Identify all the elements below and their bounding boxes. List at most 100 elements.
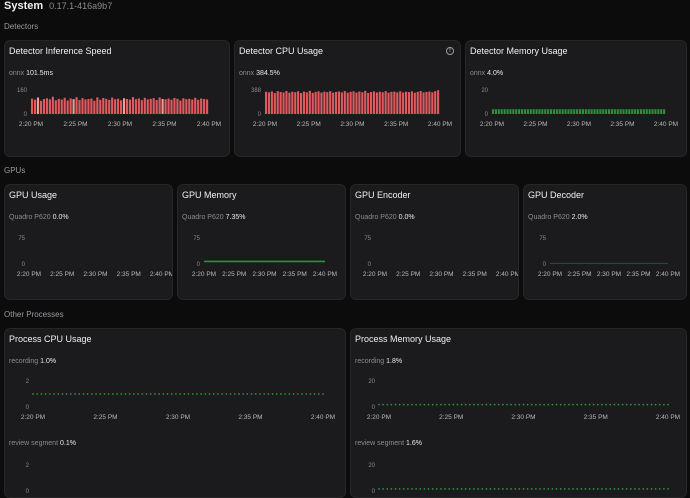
data-bar [523, 109, 526, 114]
data-bar [311, 92, 314, 114]
data-point [654, 488, 657, 490]
data-bar [78, 100, 81, 114]
data-point [191, 393, 194, 395]
data-bar [538, 109, 541, 114]
data-point [238, 393, 240, 395]
data-point [179, 393, 182, 395]
data-bar [48, 99, 51, 114]
data-point [473, 403, 475, 406]
data-bar [206, 99, 209, 114]
data-point [481, 488, 484, 490]
data-point [580, 488, 583, 490]
data-point [301, 393, 303, 395]
y-tick-label: 0 [372, 405, 376, 411]
data-bar [593, 109, 596, 114]
data-bar [532, 109, 535, 114]
info-icon[interactable]: ! [446, 47, 454, 55]
data-point [493, 488, 496, 490]
series-value: 0.1% [59, 440, 76, 447]
data-bar [622, 109, 625, 114]
data-point [621, 403, 624, 406]
data-point [609, 403, 612, 406]
data-bar [419, 90, 422, 114]
data-bar [111, 97, 114, 114]
data-point [208, 393, 211, 395]
x-tick-label: 2:25 PM [297, 121, 321, 128]
data-point [246, 393, 249, 395]
data-point [658, 488, 661, 490]
x-tick-label: 2:25 PM [50, 271, 74, 278]
data-point [658, 403, 661, 406]
data-bar [332, 92, 335, 114]
data-bar [599, 109, 602, 114]
x-tick-label: 2:35 PM [384, 121, 408, 128]
data-point [267, 393, 270, 395]
data-point [82, 393, 85, 395]
data-point [634, 488, 636, 490]
data-point [48, 393, 51, 395]
data-point [518, 488, 521, 490]
data-bar [66, 100, 69, 114]
data-point [444, 403, 446, 406]
data-bar [584, 109, 587, 114]
data-point [468, 488, 471, 490]
x-tick-label: 2:25 PM [222, 271, 246, 278]
data-bar [506, 109, 509, 114]
data-point [625, 488, 628, 490]
x-tick-label: 2:40 PM [656, 414, 680, 421]
x-tick-label: 2:35 PM [626, 271, 650, 278]
data-point [317, 393, 320, 395]
card-subtitle: Quadro P620 0.0% [355, 214, 415, 221]
data-point [547, 488, 550, 490]
data-point [44, 393, 47, 395]
x-tick-label: 2:20 PM [17, 271, 41, 278]
data-bar [413, 92, 416, 114]
data-point [233, 393, 236, 395]
y-tick-label: 2 [26, 463, 30, 469]
data-bar [182, 98, 185, 114]
data-bar [114, 99, 117, 114]
detector-cpu-chart: 388 0 2:20 PM 2:25 PM 2:30 PM 2:35 PM 2:40 PM [251, 88, 452, 128]
data-point [510, 488, 513, 490]
data-point [596, 403, 599, 406]
data-point [506, 403, 508, 406]
data-bar [105, 98, 108, 114]
data-bar [399, 91, 402, 114]
data-point [440, 488, 442, 490]
data-bar [176, 98, 179, 114]
data-bar [317, 91, 320, 114]
y-tick-label: 20 [368, 379, 375, 385]
data-bar [63, 97, 66, 114]
y-tick-label: 0 [543, 262, 547, 268]
data-point [305, 393, 308, 395]
series-value: 1.6% [405, 440, 422, 447]
data-point [522, 403, 525, 406]
data-bar [200, 98, 203, 114]
data-point [107, 393, 110, 395]
data-point [196, 393, 198, 395]
data-point [254, 393, 257, 395]
data-bar [308, 90, 311, 114]
data-bar [352, 91, 355, 114]
series-value: 101.5ms [26, 70, 53, 77]
data-point [263, 393, 266, 395]
data-bar [645, 109, 648, 114]
data-bar [541, 109, 544, 114]
data-bar [497, 109, 500, 114]
data-point [601, 403, 603, 406]
data-point [271, 393, 274, 395]
x-tick-label: 2:25 PM [567, 271, 591, 278]
data-bar [343, 91, 346, 114]
data-point [580, 403, 583, 406]
card-subtitle: onnx 4.0% [470, 70, 503, 77]
process-cpu-recording-chart: 2 0 2:20 PM 2:25 PM 2:30 PM 2:35 PM 2:40 PM [21, 379, 335, 421]
data-bar [613, 109, 616, 114]
data-point [667, 488, 669, 490]
data-bar [84, 99, 87, 114]
y-tick-label: 2 [26, 379, 30, 385]
card-title: Detector Inference Speed [9, 46, 112, 56]
data-point [629, 488, 632, 490]
data-bar [434, 91, 437, 114]
data-bar [515, 109, 518, 114]
data-bar [393, 91, 396, 114]
